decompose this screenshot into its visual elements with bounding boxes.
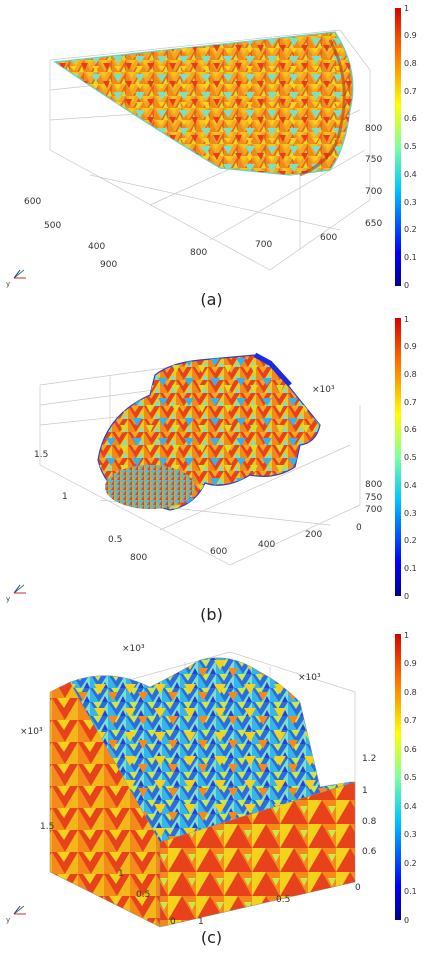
axis-triad-c: y	[6, 905, 26, 924]
tick-left-b-0: 1.5	[34, 450, 48, 460]
exponent-top-c: ×10³	[122, 644, 145, 654]
mesh-refined-region-b	[105, 465, 195, 509]
tick-left-b-2: 0.5	[108, 535, 122, 545]
triad-label-b: y	[6, 595, 10, 603]
tick-right-a-0: 800	[365, 124, 382, 134]
triad-label-c: y	[6, 916, 10, 924]
tick-right-a-2: 700	[365, 187, 382, 197]
mesh-plot-b: ×10³ 1.5 1 0.5 800 600 400 200 0 800 750…	[6, 315, 417, 603]
tick-bottom-c-0: 1	[198, 917, 204, 927]
colorbar-ticks-b: 1 0.9 0.8 0.7 0.6 0.5 0.4 0.3 0.2 0.1 0	[404, 315, 417, 601]
tick-bottom-b-0: 600	[210, 547, 227, 557]
tick-right-c-3: 0.6	[362, 847, 377, 857]
exponent-right-c: ×10³	[298, 673, 321, 683]
svg-text:0.5: 0.5	[404, 773, 417, 782]
svg-text:0.2: 0.2	[404, 859, 417, 868]
svg-text:0: 0	[404, 281, 409, 290]
mesh-plot-c: ×10³ ×10³ ×10³ 1.5 1 0.5 0 1 0.5 0 1.2 1…	[6, 632, 417, 928]
tick-left-b-1: 1	[62, 492, 68, 502]
svg-text:0.3: 0.3	[404, 198, 417, 207]
svg-text:0.8: 0.8	[404, 59, 417, 68]
svg-text:0.5: 0.5	[404, 142, 417, 151]
svg-text:0.4: 0.4	[404, 481, 417, 490]
tick-bottom-b-3: 0	[356, 523, 362, 533]
tick-left-a-0: 600	[24, 197, 41, 207]
exponent-b: ×10³	[312, 385, 335, 395]
svg-text:0.6: 0.6	[404, 114, 417, 123]
mesh-overlay-c	[70, 657, 355, 842]
svg-text:0.7: 0.7	[404, 716, 417, 725]
svg-text:0.6: 0.6	[404, 425, 417, 434]
exponent-left-c: ×10³	[20, 727, 43, 737]
tick-right-a-3: 650	[365, 219, 382, 229]
tick-left-c-2: 0.5	[136, 890, 150, 900]
svg-text:0.2: 0.2	[404, 225, 417, 234]
svg-text:1: 1	[404, 632, 409, 640]
mesh-plot-a: 600 500 400 900 800 700 600 800 750 700 …	[6, 4, 417, 290]
panel-b: ×10³ 1.5 1 0.5 800 600 400 200 0 800 750…	[0, 315, 423, 635]
svg-text:0: 0	[404, 592, 409, 601]
tick-left-c-1: 1	[118, 869, 124, 879]
caption-b: (b)	[200, 605, 223, 624]
svg-text:0.6: 0.6	[404, 745, 417, 754]
panel-c: ×10³ ×10³ ×10³ 1.5 1 0.5 0 1 0.5 0 1.2 1…	[0, 632, 423, 956]
svg-text:0.9: 0.9	[404, 659, 417, 668]
tick-left-a-3: 900	[100, 260, 117, 270]
tick-left-c-3: 0	[170, 917, 176, 927]
tick-right-b-0: 800	[365, 480, 382, 490]
svg-text:0.9: 0.9	[404, 31, 417, 40]
svg-text:0.8: 0.8	[404, 688, 417, 697]
colorbar-ticks-a: 1 0.9 0.8 0.7 0.6 0.5 0.4 0.3 0.2 0.1 0	[404, 4, 417, 290]
tick-bottom-a-1: 700	[255, 240, 272, 250]
svg-text:0.9: 0.9	[404, 342, 417, 351]
svg-text:0.7: 0.7	[404, 87, 417, 96]
tick-right-c-0: 1.2	[362, 754, 376, 764]
colorbar-a	[395, 8, 401, 286]
triad-label-a: y	[6, 280, 10, 288]
svg-text:1: 1	[404, 315, 409, 324]
axis-triad-a: y	[6, 269, 26, 288]
svg-text:0: 0	[404, 916, 409, 925]
colorbar-b	[395, 318, 401, 596]
tick-left-b-3: 800	[130, 553, 147, 563]
axis-triad-b: y	[6, 584, 26, 603]
svg-text:0.1: 0.1	[404, 253, 417, 262]
svg-text:0.1: 0.1	[404, 887, 417, 896]
colorbar-c	[395, 634, 401, 920]
tick-bottom-b-2: 200	[305, 530, 322, 540]
tick-right-a-1: 750	[365, 155, 382, 165]
svg-text:0.3: 0.3	[404, 830, 417, 839]
svg-text:0.3: 0.3	[404, 509, 417, 518]
caption-c: (c)	[200, 928, 223, 947]
panel-a: 600 500 400 900 800 700 600 800 750 700 …	[0, 0, 423, 320]
tick-left-c-0: 1.5	[40, 822, 54, 832]
svg-text:0.8: 0.8	[404, 370, 417, 379]
tick-bottom-c-2: 0	[355, 883, 361, 893]
svg-text:0.5: 0.5	[404, 453, 417, 462]
tick-right-c-2: 0.8	[362, 817, 377, 827]
caption-a: (a)	[200, 290, 223, 309]
svg-text:0.4: 0.4	[404, 802, 417, 811]
svg-text:1: 1	[404, 4, 409, 13]
tick-bottom-c-1: 0.5	[276, 895, 290, 905]
tick-right-b-1: 750	[365, 493, 382, 503]
tick-right-b-2: 700	[365, 505, 382, 515]
tick-bottom-b-1: 400	[258, 540, 275, 550]
tick-left-a-2: 400	[88, 242, 105, 252]
svg-text:0.1: 0.1	[404, 564, 417, 573]
svg-text:0.2: 0.2	[404, 536, 417, 545]
mesh-overlay-a	[55, 32, 353, 175]
tick-bottom-a-0: 800	[190, 248, 207, 258]
mesh-edge-b	[253, 352, 292, 387]
colorbar-ticks-c: 1 0.9 0.8 0.7 0.6 0.5 0.4 0.3 0.2 0.1 0	[404, 632, 417, 925]
svg-text:0.4: 0.4	[404, 170, 417, 179]
tick-left-a-1: 500	[44, 221, 61, 231]
tick-right-c-1: 1	[362, 786, 368, 796]
tick-bottom-a-2: 600	[320, 233, 337, 243]
mesh-edge-a	[299, 39, 346, 177]
svg-text:0.7: 0.7	[404, 398, 417, 407]
